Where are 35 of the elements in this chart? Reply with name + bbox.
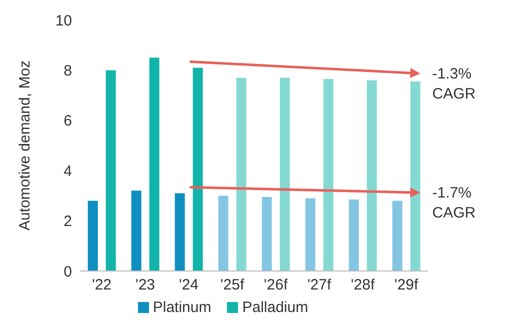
- x-tick-label: '24: [178, 276, 199, 294]
- x-tick-label: '28f: [350, 276, 376, 294]
- x-tick-label: '23: [135, 276, 156, 294]
- x-tick-label: '22: [92, 276, 112, 294]
- bar: [323, 78, 334, 271]
- y-tick-label: 0: [64, 263, 72, 280]
- bar: [305, 198, 316, 271]
- y-tick-label: 8: [64, 62, 72, 80]
- annotation: -1.3% CAGR: [432, 65, 476, 102]
- bar: [392, 200, 402, 271]
- x-tick-label: '29f: [394, 276, 419, 294]
- bar: [262, 196, 272, 271]
- bar: [106, 70, 116, 271]
- y-tick-label: 2: [64, 213, 72, 230]
- bar: [366, 80, 377, 271]
- bar: [348, 199, 359, 271]
- y-tick-label: 4: [64, 162, 72, 180]
- bar: [174, 193, 185, 271]
- bar: [218, 196, 228, 271]
- x-tick-label: '25f: [220, 276, 245, 294]
- bar: [149, 58, 160, 271]
- bar: [192, 68, 203, 271]
- y-tick-label: 6: [64, 112, 72, 130]
- y-axis-title: Automotive demand, Moz: [16, 60, 34, 231]
- bar: [280, 78, 290, 271]
- legend-label: Platinum: [152, 299, 212, 316]
- bar: [410, 81, 420, 271]
- bar: [131, 190, 142, 271]
- legend-label: Palladium: [241, 299, 308, 316]
- y-tick-label: 10: [55, 12, 72, 30]
- bar: [88, 200, 98, 271]
- bar: [236, 78, 246, 271]
- x-tick-label: '26f: [264, 276, 288, 294]
- annotation: -1.7% CAGR: [432, 184, 476, 222]
- x-tick-label: '27f: [307, 276, 332, 294]
